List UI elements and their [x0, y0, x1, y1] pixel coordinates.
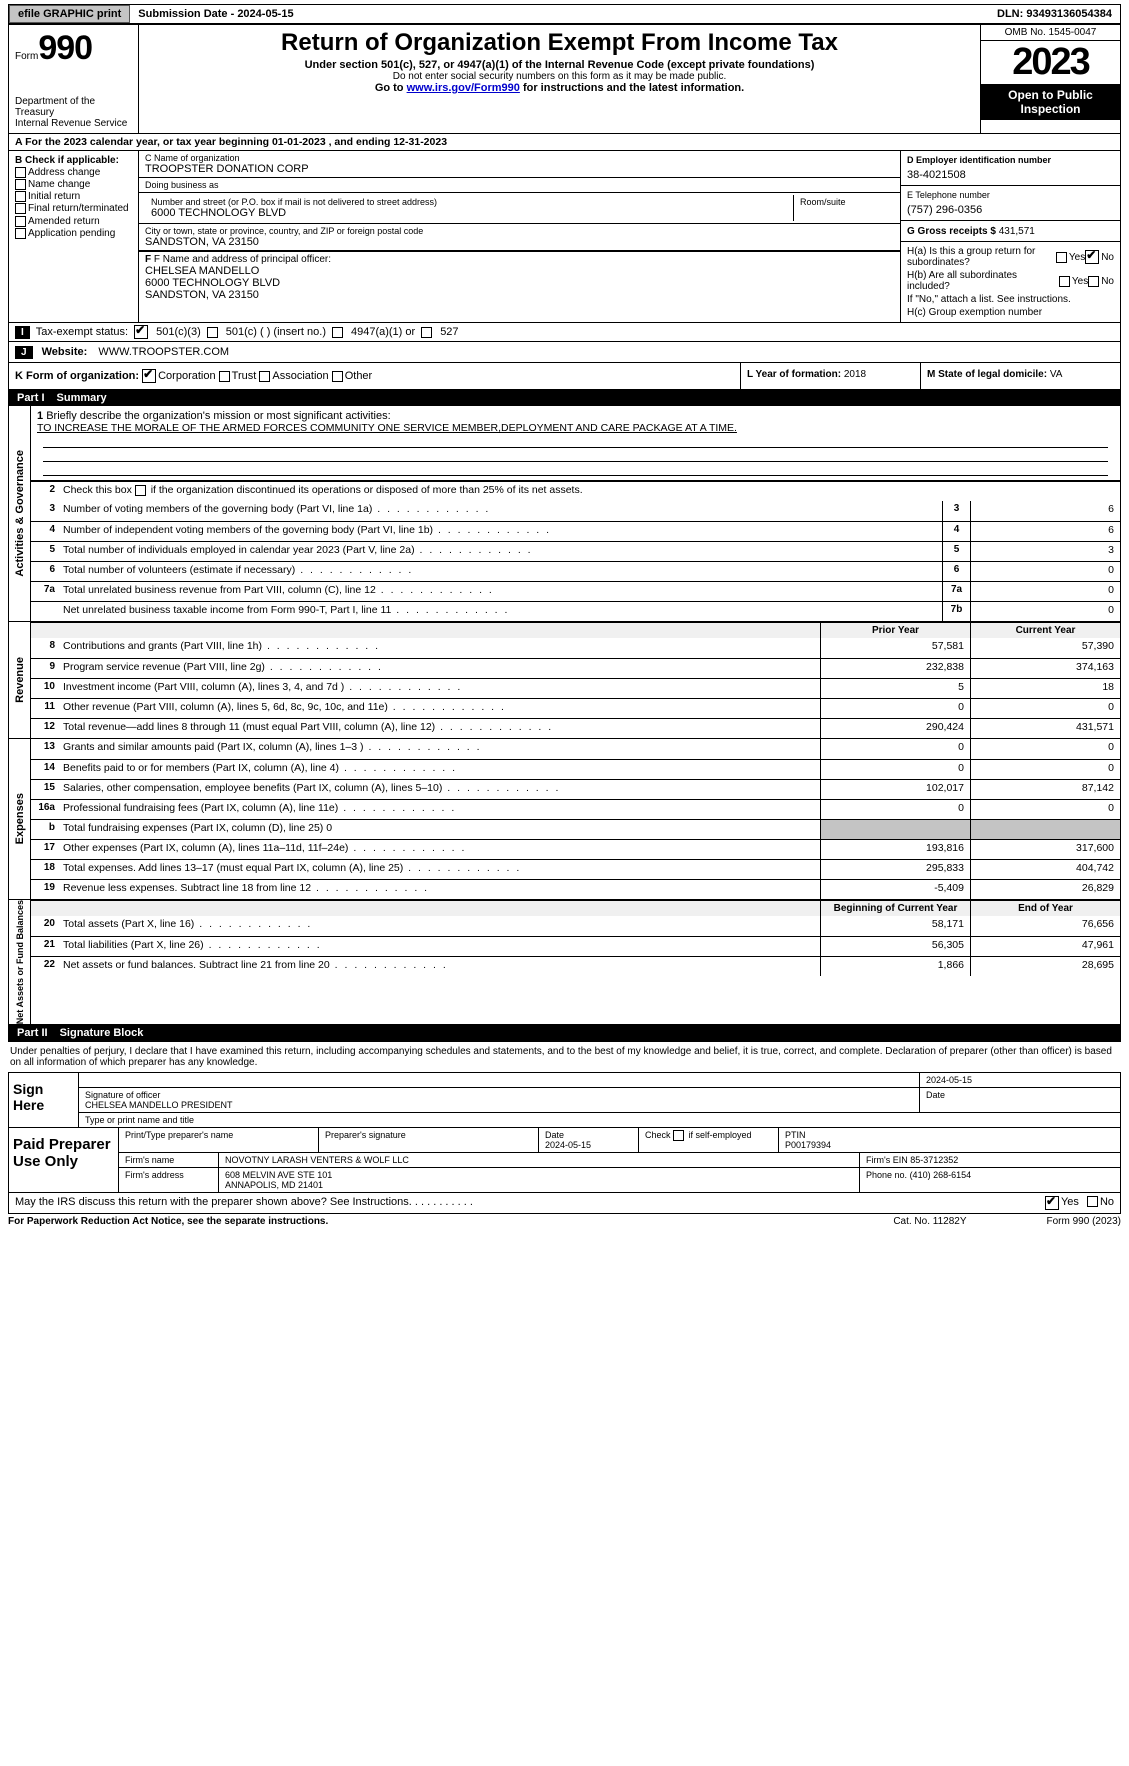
vtab-governance: Activities & Governance: [9, 406, 31, 621]
line-15: 15Salaries, other compensation, employee…: [31, 779, 1120, 799]
chk-4947[interactable]: [332, 327, 343, 338]
row-j-website: J Website: WWW.TROOPSTER.COM: [9, 342, 1120, 363]
box-h: H(a) Is this a group return for subordin…: [901, 241, 1120, 322]
tax-year: 2023: [981, 41, 1120, 84]
line-16a: 16aProfessional fundraising fees (Part I…: [31, 799, 1120, 819]
netassets-header-row: Beginning of Current Year End of Year: [31, 900, 1120, 916]
chk-501c[interactable]: [207, 327, 218, 338]
line-11: 11Other revenue (Part VIII, column (A), …: [31, 698, 1120, 718]
box-c-street: Number and street (or P.O. box if mail i…: [145, 195, 794, 221]
chk-ha-yes[interactable]: [1056, 252, 1067, 263]
vtab-netassets: Net Assets or Fund Balances: [9, 900, 31, 1024]
chk-application-pending[interactable]: [15, 228, 26, 239]
firm-name: NOVOTNY LARASH VENTERS & WOLF LLC: [219, 1153, 860, 1167]
line-10: 10Investment income (Part VIII, column (…: [31, 678, 1120, 698]
signature-block: Under penalties of perjury, I declare th…: [8, 1042, 1121, 1214]
chk-527[interactable]: [421, 327, 432, 338]
efile-print-button[interactable]: efile GRAPHIC print: [9, 5, 130, 23]
form-instructions-link-row: Go to www.irs.gov/Form990 for instructio…: [143, 82, 976, 94]
chk-self-employed[interactable]: [673, 1130, 684, 1141]
chk-trust[interactable]: [219, 371, 230, 382]
row-k-org-form: K Form of organization: Corporation Trus…: [9, 363, 1120, 390]
irs-discuss-row: May the IRS discuss this return with the…: [8, 1193, 1121, 1214]
box-f-officer: F F Name and address of principal office…: [139, 251, 900, 303]
line-18: 18Total expenses. Add lines 13–17 (must …: [31, 859, 1120, 879]
paid-preparer-label: Paid Preparer Use Only: [9, 1128, 119, 1192]
perjury-declaration: Under penalties of perjury, I declare th…: [8, 1042, 1121, 1072]
box-c-room: Room/suite: [794, 195, 894, 221]
line-14: 14Benefits paid to or for members (Part …: [31, 759, 1120, 779]
line-1-mission: 1 1 Briefly describe the organization's …: [31, 406, 1120, 481]
line-6: 6Total number of volunteers (estimate if…: [31, 561, 1120, 581]
firm-address: 608 MELVIN AVE STE 101ANNAPOLIS, MD 2140…: [219, 1168, 860, 1192]
chk-501c3[interactable]: [134, 325, 148, 339]
line-3: 3Number of voting members of the governi…: [31, 501, 1120, 521]
chk-hb-no[interactable]: [1088, 276, 1099, 287]
vtab-revenue: Revenue: [9, 622, 31, 738]
form-year-block: OMB No. 1545-0047 2023 Open to Public In…: [980, 25, 1120, 133]
chk-hb-yes[interactable]: [1059, 276, 1070, 287]
col-b-checkboxes: B Check if applicable: Address change Na…: [9, 151, 139, 322]
omb-number: OMB No. 1545-0047: [981, 25, 1120, 41]
chk-name-change[interactable]: [15, 179, 26, 190]
chk-association[interactable]: [259, 371, 270, 382]
irs-link[interactable]: www.irs.gov/Form990: [407, 82, 520, 94]
chk-other[interactable]: [332, 371, 343, 382]
box-g-receipts: G Gross receipts $ 431,571: [901, 221, 1120, 241]
form-title: Return of Organization Exempt From Incom…: [143, 29, 976, 57]
form-990: Form990 Department of the TreasuryIntern…: [8, 24, 1121, 1042]
form-title-block: Return of Organization Exempt From Incom…: [139, 25, 980, 133]
line-20: 20Total assets (Part X, line 16)58,17176…: [31, 916, 1120, 936]
chk-discontinued[interactable]: [135, 485, 146, 496]
chk-discuss-yes[interactable]: [1045, 1196, 1059, 1210]
chk-ha-no[interactable]: [1085, 250, 1099, 264]
line-19: 19Revenue less expenses. Subtract line 1…: [31, 879, 1120, 899]
box-c-org-name: C Name of organization TROOPSTER DONATIO…: [139, 151, 900, 178]
form-subtitle-2: Do not enter social security numbers on …: [143, 71, 976, 82]
line-21: 21Total liabilities (Part X, line 26)56,…: [31, 936, 1120, 956]
box-e-phone: E Telephone number (757) 296-0356: [901, 186, 1120, 221]
line-7b: Net unrelated business taxable income fr…: [31, 601, 1120, 621]
vtab-expenses: Expenses: [9, 739, 31, 899]
ptin: P00179394: [785, 1140, 831, 1150]
chk-amended-return[interactable]: [15, 216, 26, 227]
line-7a: 7aTotal unrelated business revenue from …: [31, 581, 1120, 601]
line-17: 17Other expenses (Part IX, column (A), l…: [31, 839, 1120, 859]
chk-initial-return[interactable]: [15, 191, 26, 202]
line-22: 22Net assets or fund balances. Subtract …: [31, 956, 1120, 976]
line-b: bTotal fundraising expenses (Part IX, co…: [31, 819, 1120, 839]
line-12: 12Total revenue—add lines 8 through 11 (…: [31, 718, 1120, 738]
row-i-tax-status: I Tax-exempt status: 501(c)(3) 501(c) ( …: [9, 323, 1120, 342]
row-a-tax-year: A For the 2023 calendar year, or tax yea…: [9, 134, 1120, 151]
chk-address-change[interactable]: [15, 167, 26, 178]
line-9: 9Program service revenue (Part VIII, lin…: [31, 658, 1120, 678]
line-13: 13Grants and similar amounts paid (Part …: [31, 739, 1120, 759]
form-subtitle-1: Under section 501(c), 527, or 4947(a)(1)…: [143, 59, 976, 71]
revenue-header-row: Prior Year Current Year: [31, 622, 1120, 638]
line-8: 8Contributions and grants (Part VIII, li…: [31, 638, 1120, 658]
open-public-badge: Open to Public Inspection: [981, 84, 1120, 120]
topbar: efile GRAPHIC print Submission Date - 20…: [8, 4, 1121, 24]
chk-corporation[interactable]: [142, 369, 156, 383]
box-d-ein: D Employer identification number 38-4021…: [901, 151, 1120, 186]
box-c-city: City or town, state or province, country…: [139, 224, 900, 251]
box-c-dba: Doing business as: [139, 178, 900, 193]
submission-date: Submission Date - 2024-05-15: [130, 6, 301, 22]
part-2-header: Part II Signature Block: [9, 1025, 1120, 1041]
line-2: 2Check this box if the organization disc…: [31, 481, 1120, 501]
line-5: 5Total number of individuals employed in…: [31, 541, 1120, 561]
sign-here-label: Sign Here: [9, 1073, 79, 1127]
page-footer: For Paperwork Reduction Act Notice, see …: [8, 1216, 1121, 1227]
dept-treasury: Department of the TreasuryInternal Reven…: [15, 96, 132, 129]
form-id-block: Form990 Department of the TreasuryIntern…: [9, 25, 139, 133]
part-1-header: Part I Summary: [9, 390, 1120, 406]
chk-final-return[interactable]: [15, 203, 26, 214]
dln: DLN: 93493136054384: [989, 6, 1120, 22]
line-4: 4Number of independent voting members of…: [31, 521, 1120, 541]
officer-name: CHELSEA MANDELLO PRESIDENT: [85, 1100, 913, 1110]
chk-discuss-no[interactable]: [1087, 1196, 1098, 1207]
